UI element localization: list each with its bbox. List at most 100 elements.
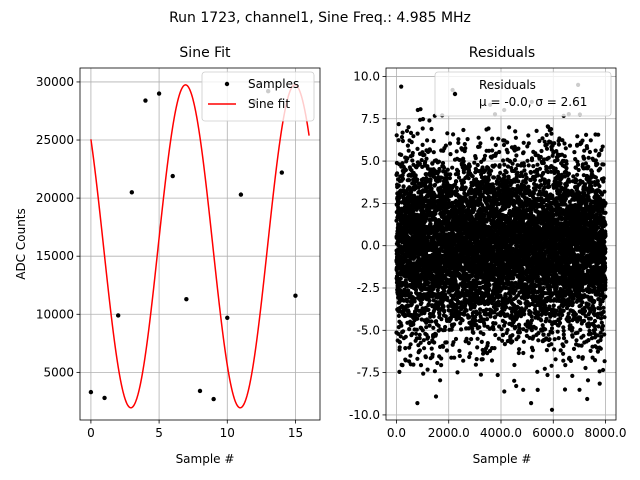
residual-point	[420, 328, 425, 333]
residual-point	[398, 276, 403, 281]
residual-point	[460, 318, 465, 323]
residual-point	[490, 148, 495, 153]
residual-point	[500, 338, 505, 343]
residual-point	[510, 339, 515, 344]
residual-point	[415, 177, 420, 182]
residual-point	[417, 332, 422, 337]
residual-point	[461, 358, 466, 363]
residual-point	[448, 152, 453, 157]
residual-point	[417, 336, 422, 341]
residual-point	[459, 327, 464, 332]
residual-point	[410, 331, 415, 336]
residual-point	[432, 182, 438, 187]
residuals-panel: Residuals Sample # 0.0 2000.0 4000.0 6000.0…	[349, 45, 627, 466]
legend-sine-fit-label: Sine fit	[248, 97, 290, 111]
residual-point	[426, 307, 431, 312]
residual-point	[505, 150, 510, 155]
residual-point	[431, 138, 436, 144]
residual-point	[503, 320, 508, 325]
y-tick-label: 15000	[36, 249, 74, 263]
residual-point	[432, 369, 437, 374]
residual-point	[516, 334, 521, 339]
residual-point	[433, 332, 438, 337]
sample-point	[102, 395, 107, 401]
residual-point	[417, 161, 422, 166]
y-tick-label: 20000	[36, 191, 74, 205]
residual-point	[441, 344, 446, 349]
residual-point	[454, 188, 459, 193]
residual-point	[444, 348, 449, 353]
residual-point	[424, 172, 429, 177]
residual-point	[467, 354, 472, 360]
residual-point	[397, 369, 402, 374]
residual-point	[473, 362, 478, 367]
residual-point	[426, 302, 431, 307]
residual-point	[424, 156, 429, 161]
residual-point	[433, 394, 439, 399]
residual-point	[516, 146, 521, 151]
residual-point	[473, 156, 478, 161]
residual-point	[399, 323, 404, 328]
residual-point	[424, 325, 429, 330]
residual-point	[512, 378, 517, 383]
residual-point	[521, 140, 526, 145]
residual-point	[510, 161, 515, 166]
residual-point	[425, 367, 430, 372]
residual-point	[475, 345, 480, 350]
residual-point	[486, 287, 491, 292]
residual-point	[426, 280, 431, 285]
residual-point	[515, 170, 520, 175]
residual-point	[432, 340, 437, 345]
residual-point	[401, 329, 406, 334]
residual-point	[473, 318, 478, 323]
residual-point	[516, 179, 521, 184]
residual-point	[413, 173, 418, 178]
residual-point	[461, 127, 466, 133]
residual-point	[403, 167, 408, 173]
residual-point	[437, 312, 442, 317]
residuals-xlabel: Sample #	[473, 452, 532, 466]
residual-point	[412, 195, 417, 200]
residual-point	[428, 314, 433, 319]
residual-point	[465, 137, 470, 142]
residual-point	[517, 347, 522, 352]
sample-point	[225, 315, 230, 320]
residual-point	[400, 176, 406, 181]
residual-point	[400, 130, 405, 135]
sine-fit-legend-box	[201, 71, 315, 122]
residual-point	[407, 345, 412, 350]
residual-point	[405, 156, 410, 161]
residual-point	[407, 327, 412, 332]
residual-point	[522, 312, 527, 317]
residual-point	[499, 327, 504, 332]
residual-point	[513, 166, 519, 171]
residual-point	[500, 332, 506, 337]
residual-point	[457, 348, 462, 353]
residual-point	[504, 305, 509, 310]
residual-point	[516, 350, 521, 356]
residual-point	[512, 362, 517, 368]
residual-point	[506, 175, 511, 180]
residual-point	[430, 161, 435, 166]
residual-point	[486, 126, 491, 131]
residual-point	[408, 342, 413, 347]
residual-point	[491, 327, 496, 332]
sample-point	[238, 192, 244, 197]
x-tick-label: 5	[155, 426, 163, 440]
residual-point	[414, 327, 419, 332]
residual-point	[427, 148, 433, 153]
residual-point	[453, 336, 459, 342]
residual-point	[454, 179, 459, 184]
residuals-title: Residuals	[469, 45, 535, 61]
residual-point	[397, 345, 402, 350]
residual-point	[398, 334, 403, 339]
residual-point	[505, 327, 510, 333]
residual-point	[421, 209, 426, 214]
residual-point	[411, 134, 416, 139]
x-tick-label: 15	[288, 426, 303, 440]
sine-fit-series	[88, 84, 310, 409]
residual-point	[448, 172, 453, 177]
residual-point	[416, 181, 421, 186]
residual-point	[400, 363, 405, 368]
residual-point	[521, 339, 527, 344]
